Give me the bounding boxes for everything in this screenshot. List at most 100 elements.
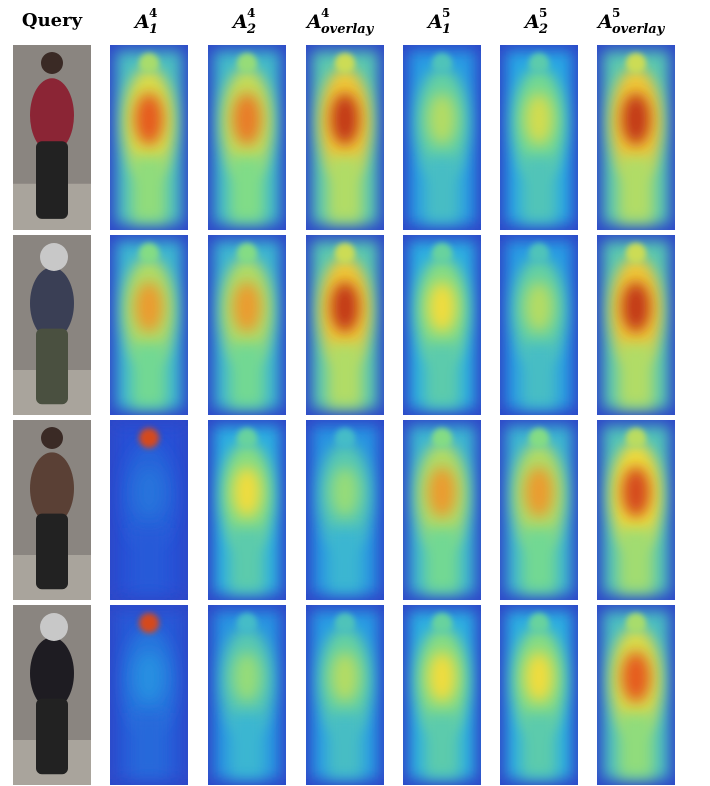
heat-layer [208,605,286,785]
heat-head [626,243,646,263]
heat-layer [403,235,481,415]
query-image [13,235,91,415]
attention-map [306,235,384,415]
heat-head [432,243,452,263]
heat-core [233,652,261,702]
heat-core [525,93,553,145]
attention-map [597,420,675,600]
attention-map [110,420,188,600]
header-base: A [305,11,322,33]
heat-layer [597,605,675,785]
query-image [13,45,91,230]
header-superscript: 4 [321,6,329,20]
heat-legs [424,713,460,778]
heat-legs [131,156,167,223]
heat-legs [131,713,167,778]
attention-map [208,605,286,785]
heat-core [135,652,163,702]
heat-legs [521,343,557,408]
heat-layer [500,45,578,230]
header-superscript: 5 [442,6,450,20]
query-image [13,605,91,785]
heat-head [529,243,549,263]
heat-legs [618,713,654,778]
heat-core [622,93,650,145]
attention-map [208,235,286,415]
header-base: A [596,11,613,33]
heat-legs [521,528,557,593]
attention-map [403,45,481,230]
heat-core [428,93,456,145]
header-subscript: 1 [442,22,451,37]
attention-map [403,235,481,415]
attention-map [110,45,188,230]
heat-head [529,613,549,633]
heat-layer [306,235,384,415]
head [41,52,63,74]
person-legs [36,329,68,405]
attention-map [500,605,578,785]
attention-map [306,605,384,785]
heat-core [331,282,359,332]
attention-map [110,235,188,415]
header-superscript: 4 [247,6,255,20]
attention-map [500,45,578,230]
heat-core [331,467,359,517]
heat-legs [229,528,265,593]
header-subscript: overlay [612,22,666,37]
heat-core [233,282,261,332]
query-image [13,420,91,600]
header-subscript: 2 [538,22,548,37]
heat-legs [131,528,167,593]
heat-core [233,93,261,145]
heat-core [135,467,163,517]
heat-head [139,428,159,448]
heat-core [525,652,553,702]
heat-legs [229,156,265,223]
heat-layer [208,420,286,600]
heat-core [525,282,553,332]
heat-legs [327,156,363,223]
header-superscript: 4 [149,6,157,20]
heat-layer [208,45,286,230]
attention-map [208,45,286,230]
heat-layer [597,235,675,415]
heat-head [335,428,355,448]
person-legs [36,514,68,590]
heat-layer [403,420,481,600]
face-mask [40,613,68,641]
heat-core [233,467,261,517]
header-base: A [231,11,248,33]
heat-legs [618,343,654,408]
heat-head [335,53,355,73]
header-subscript: 2 [246,22,256,37]
header-base: A [133,11,150,33]
header-base: A [523,11,540,33]
heat-head [237,243,257,263]
heat-core [428,652,456,702]
figure: QueryA41A42A4overlayA51A52A5overlay [0,0,710,786]
attention-map [306,45,384,230]
heat-legs [521,156,557,223]
heat-core [331,652,359,702]
heat-head [139,613,159,633]
heat-legs [424,343,460,408]
heat-core [622,652,650,702]
heat-layer [306,420,384,600]
heat-legs [618,156,654,223]
header-subscript: 1 [149,22,158,37]
heat-head [529,428,549,448]
header-superscript: 5 [539,6,547,20]
heat-legs [424,156,460,223]
heat-head [626,428,646,448]
heat-head [432,428,452,448]
heat-layer [597,45,675,230]
heat-head [335,243,355,263]
attention-map [500,235,578,415]
heat-head [237,53,257,73]
heat-layer [306,605,384,785]
attention-map [597,45,675,230]
heat-legs [521,713,557,778]
header-superscript: 5 [612,6,620,20]
heat-head [237,428,257,448]
